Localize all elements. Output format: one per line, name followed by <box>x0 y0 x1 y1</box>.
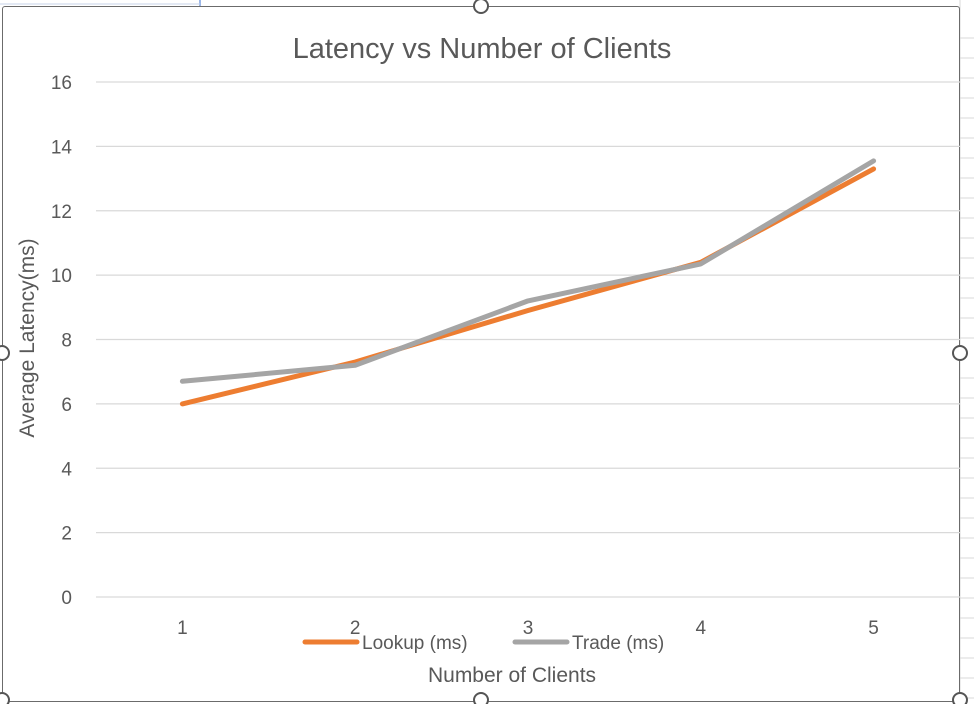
resize-handle-middle-right[interactable] <box>952 345 968 361</box>
resize-handle-bottom-center[interactable] <box>473 692 489 704</box>
y-tick-label-0: 0 <box>61 588 72 609</box>
series-line-lookup-ms[interactable] <box>179 166 877 407</box>
legend-label-lookup-ms: Lookup (ms) <box>362 633 468 654</box>
x-axis-title[interactable]: Number of Clients <box>428 664 596 687</box>
y-axis-tick-labels: 0 2 4 6 8 10 12 14 16 <box>51 73 73 609</box>
y-tick-label-8: 8 <box>61 331 72 352</box>
y-tick-label-14: 14 <box>51 137 73 158</box>
y-tick-label-10: 10 <box>51 266 72 287</box>
chart-title[interactable]: Latency vs Number of Clients <box>293 33 672 65</box>
y-tick-label-6: 6 <box>61 395 72 416</box>
x-axis-tick-labels: 1 2 3 4 5 <box>177 618 879 639</box>
legend-label-trade-ms: Trade (ms) <box>572 633 664 654</box>
x-tick-label-2: 2 <box>350 618 361 639</box>
resize-handle-bottom-right[interactable] <box>952 692 968 704</box>
resize-handle-middle-left[interactable] <box>0 345 10 361</box>
y-axis-title[interactable]: Average Latency(ms) <box>16 238 39 437</box>
x-tick-label-1: 1 <box>177 618 188 639</box>
x-tick-label-4: 4 <box>696 618 707 639</box>
y-tick-label-4: 4 <box>61 459 72 480</box>
x-tick-label-3: 3 <box>523 618 534 639</box>
resize-handle-top-center[interactable] <box>473 0 489 14</box>
y-tick-label-2: 2 <box>61 524 72 545</box>
plot-area[interactable] <box>179 158 877 407</box>
chart-area[interactable] <box>2 6 960 702</box>
y-tick-label-12: 12 <box>51 202 72 223</box>
resize-handle-bottom-left[interactable] <box>0 692 10 704</box>
y-tick-label-16: 16 <box>51 73 72 94</box>
x-tick-label-5: 5 <box>868 618 879 639</box>
legend[interactable]: Lookup (ms) Trade (ms) <box>302 633 664 654</box>
horizontal-gridlines <box>96 81 960 598</box>
series-line-trade-ms[interactable] <box>179 158 877 384</box>
